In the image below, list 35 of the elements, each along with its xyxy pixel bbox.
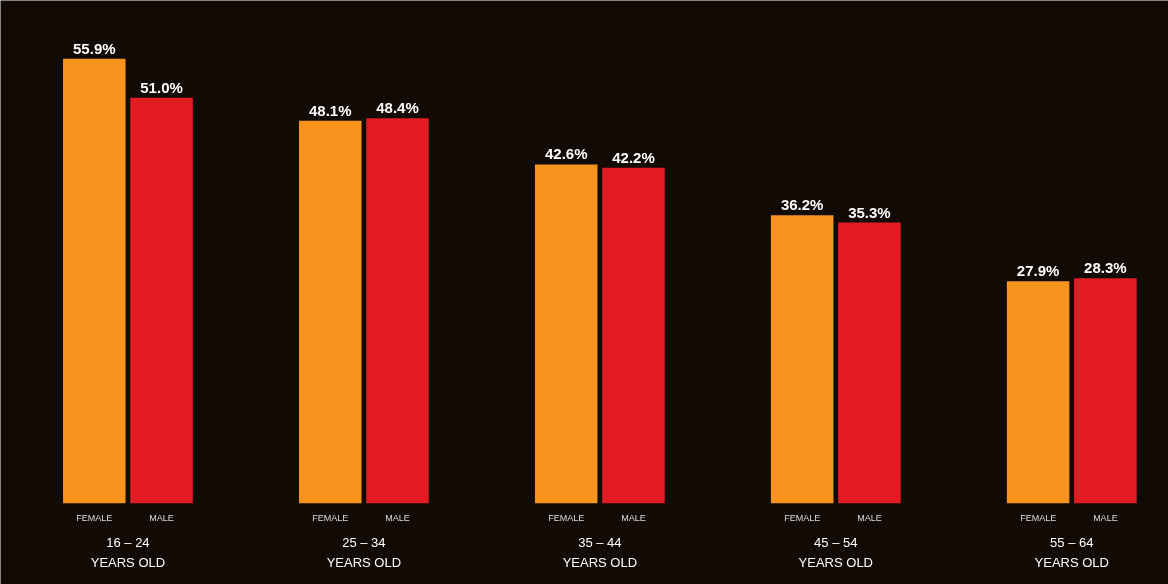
data-label: 35.3% (848, 203, 891, 221)
bar (298, 120, 362, 504)
data-label: 42.6% (544, 145, 588, 163)
data-label: 48.4% (376, 99, 419, 117)
x-tick-label: 35 – 44 YEARS OLD (562, 535, 638, 570)
bar (366, 118, 429, 504)
x-tick-label: 55 – 64 YEARS OLD (1034, 535, 1109, 570)
bar (1074, 278, 1137, 504)
text: FEMALE (312, 513, 349, 524)
bar (63, 58, 126, 504)
x-tick-label: 45 – 54 YEARS OLD (798, 535, 874, 570)
data-label: 36.2% (780, 196, 824, 214)
text: FEMALE (1020, 513, 1057, 524)
data-label: 55.9% (73, 39, 116, 57)
bar (130, 97, 193, 504)
text: MALE (621, 513, 646, 524)
text: FEMALE (548, 513, 585, 524)
data-label: 28.3% (1084, 259, 1127, 277)
series-label: FEMALE (76, 513, 113, 524)
bar (534, 164, 598, 504)
data-label: 42.2% (612, 148, 655, 166)
bar (838, 222, 901, 504)
series-label: MALE (149, 513, 174, 524)
bar (1006, 281, 1070, 504)
text: MALE (385, 513, 410, 524)
text: MALE (1093, 513, 1118, 524)
text: FEMALE (784, 513, 821, 524)
data-label: 51.0% (140, 78, 183, 96)
data-label: 48.1% (308, 101, 352, 119)
bar (770, 215, 834, 504)
data-label: 27.9% (1016, 262, 1060, 280)
text: MALE (857, 513, 882, 524)
x-tick-label: 16 – 24 YEARS OLD (90, 535, 166, 570)
bar (602, 167, 665, 504)
x-tick-label: 25 – 34 YEARS OLD (326, 535, 402, 570)
